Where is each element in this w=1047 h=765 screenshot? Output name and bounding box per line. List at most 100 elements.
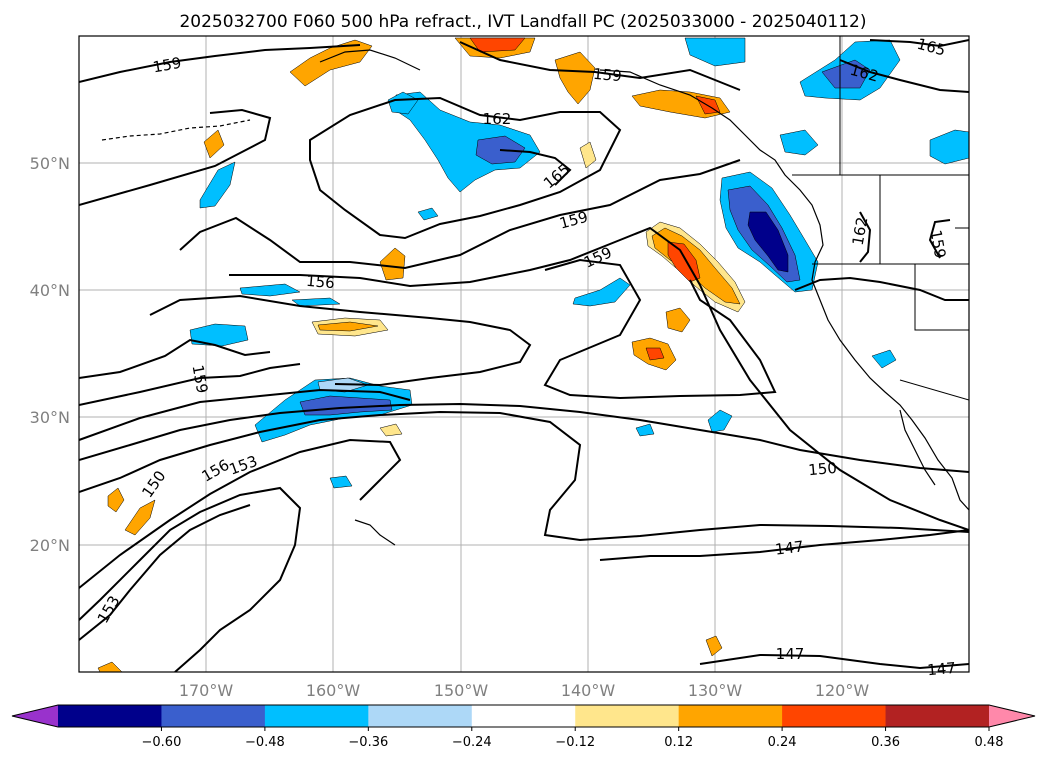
negative-blob-8 xyxy=(417,207,439,221)
positive-blob-3 xyxy=(124,499,156,536)
map-frame xyxy=(78,35,970,673)
contour-label: 156 xyxy=(305,272,335,292)
contour-159-ne xyxy=(928,219,951,259)
positive-blob-5 xyxy=(705,635,723,657)
contour-156-west xyxy=(79,363,301,406)
contour-159-arc xyxy=(229,226,969,531)
colorbar-segment xyxy=(58,705,162,727)
contour-147-bottom xyxy=(699,653,969,670)
colorbar-segment xyxy=(368,705,473,727)
negative-blob-3 xyxy=(239,283,301,297)
contour-147-south xyxy=(599,529,969,561)
contour-165-ring xyxy=(499,149,572,186)
contour-159-north-2 xyxy=(459,41,741,91)
contour-153-west xyxy=(79,388,411,441)
contour-150-long xyxy=(79,402,969,473)
contour-label: 150 xyxy=(808,459,838,479)
contour-label: 147 xyxy=(927,659,957,679)
negative-blob-1 xyxy=(189,323,249,347)
contour-162-ring xyxy=(309,96,622,240)
contour-label: 162 xyxy=(849,215,872,246)
positive-area-3 xyxy=(665,307,691,333)
borders xyxy=(792,36,969,401)
lon-label: 150°W xyxy=(434,681,489,700)
negative-area-pacific-nw-core xyxy=(747,211,789,273)
lat-label: 20°N xyxy=(30,536,70,555)
contour-153-loop xyxy=(79,438,402,589)
coastline-alaska-pen xyxy=(319,49,421,71)
negative-blob-4 xyxy=(291,297,341,307)
contour-label: 162 xyxy=(483,110,512,128)
colorbar-segment xyxy=(575,705,680,727)
colorbar-segment xyxy=(471,705,576,727)
lat-label: 30°N xyxy=(30,408,70,427)
map-panel: 159 159 159 159 159 159 162 162 162 165 … xyxy=(30,35,970,700)
contour-162-northeast xyxy=(839,59,969,93)
positive-blob-6 xyxy=(379,423,403,437)
contour-153-south xyxy=(79,486,302,672)
colorbar-tick-label: −0.48 xyxy=(245,735,285,750)
contour-label: 147 xyxy=(776,645,805,663)
contour-label: 159 xyxy=(592,65,622,85)
contour-159-west xyxy=(79,108,272,206)
contour-label: 159 xyxy=(927,228,950,259)
negative-blob-9 xyxy=(329,475,353,489)
contour-label-group: 159 159 159 159 159 159 162 162 162 165 … xyxy=(94,35,957,679)
contour-label: 159 xyxy=(151,54,182,77)
colorbar: −0.60 −0.48 −0.36 −0.24 −0.12 0.12 0.24 0.36 0.4… xyxy=(11,704,1036,750)
negative-blob-7 xyxy=(871,349,897,369)
colorbar-tick-label: 0.12 xyxy=(664,735,693,750)
contour-156-ring xyxy=(149,294,532,387)
coastline-north-america xyxy=(599,69,969,511)
contour-label: 159 xyxy=(189,363,212,394)
colorbar-segment xyxy=(678,705,783,727)
contour-162-land xyxy=(859,211,872,263)
coastline-baja xyxy=(899,409,936,486)
lon-label: 160°W xyxy=(306,681,361,700)
positive-area-4-mid xyxy=(317,321,379,332)
negative-blob-bc xyxy=(779,129,819,156)
positive-area-bering-core xyxy=(469,37,526,53)
negative-blob-2 xyxy=(572,277,631,307)
refractivity-contours xyxy=(79,39,969,672)
lat-axis-labels: 50°N 40°N 30°N 20°N xyxy=(30,154,70,555)
colorbar-tick-label: 0.48 xyxy=(975,735,1004,750)
figure-title: 2025032700 F060 500 hPa refract., IVT La… xyxy=(179,12,866,32)
colorbar-tick-label: −0.24 xyxy=(452,735,492,750)
positive-area-2-core xyxy=(645,347,665,361)
border-us-mexico xyxy=(899,379,969,401)
colorbar-extend-max xyxy=(989,705,1035,727)
positive-blob-7 xyxy=(97,661,123,672)
negative-blob-5 xyxy=(387,91,419,115)
colorbar-segment xyxy=(161,705,266,727)
positive-area-5 xyxy=(554,51,596,105)
lon-label: 170°W xyxy=(179,681,234,700)
colorbar-tick-label: −0.36 xyxy=(348,735,388,750)
contour-150-west xyxy=(79,504,251,641)
contour-label: 147 xyxy=(774,537,805,558)
colorbar-tick-label: 0.36 xyxy=(871,735,900,750)
contour-159-sub xyxy=(79,338,271,379)
contour-159-mid xyxy=(179,159,741,270)
lon-label: 120°W xyxy=(815,681,870,700)
colorbar-segment xyxy=(782,705,887,727)
negative-blob-alaska xyxy=(684,37,746,67)
negative-blob-west xyxy=(199,161,236,209)
contour-156-loop xyxy=(543,258,777,400)
lon-label: 130°W xyxy=(688,681,743,700)
lat-label: 40°N xyxy=(30,281,70,300)
lon-axis-labels: 170°W 160°W 150°W 140°W 130°W 120°W xyxy=(179,681,870,700)
positive-blob-2 xyxy=(107,487,125,513)
border-nv xyxy=(914,264,969,331)
colorbar-tick-label: 0.24 xyxy=(768,735,797,750)
negative-area-gulf-alaska xyxy=(394,91,541,193)
negative-blob-6 xyxy=(707,409,733,433)
coastline-hawaii xyxy=(354,519,396,546)
contour-165-northeast xyxy=(869,39,969,48)
colorbar-segment xyxy=(885,705,990,727)
contour-159-north xyxy=(79,44,361,83)
lat-label: 50°N xyxy=(30,154,70,173)
colorbar-segment xyxy=(264,705,369,727)
positive-blob-1 xyxy=(203,129,225,159)
